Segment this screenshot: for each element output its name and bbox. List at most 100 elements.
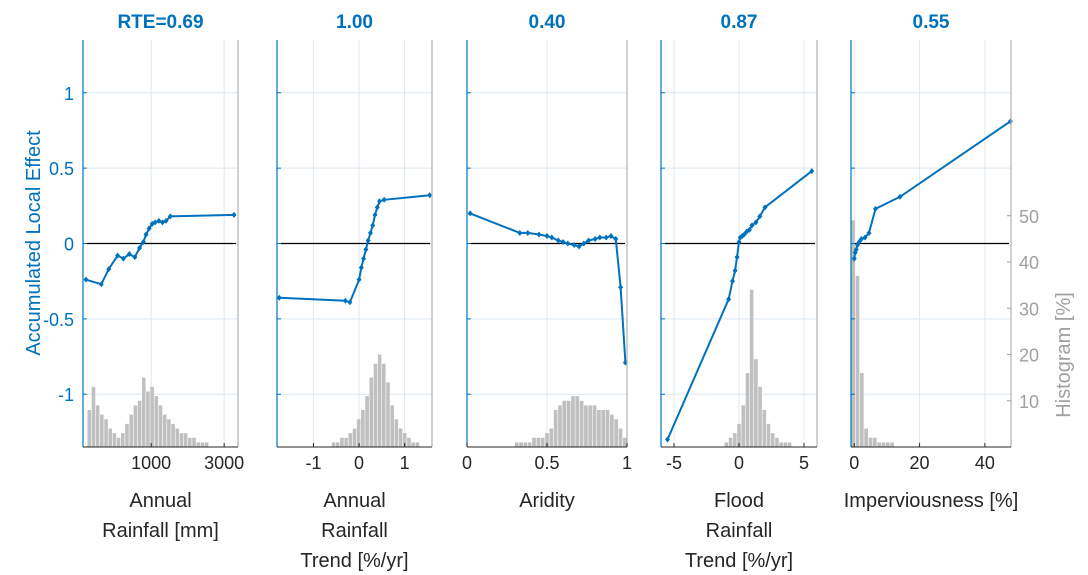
histogram-bar [787,442,792,447]
histogram-bar [754,359,758,447]
ale-point-marker [365,237,371,244]
x-axis-label-line: Rainfall [321,520,388,542]
ale-point-marker [356,276,362,283]
histogram-bar [859,373,864,447]
ale-point-marker [137,245,143,252]
histogram-bar [584,405,588,447]
histogram-bar [340,437,344,447]
histogram-bar [87,410,92,447]
y-tick-label: 0.5 [49,159,74,179]
x-axis-label-line: Trend [%/yr] [300,550,408,572]
ale-point-marker [544,232,550,239]
ale-series-line [853,120,1011,259]
histogram-bar [519,442,523,447]
histogram-bar [146,391,150,447]
histogram-bar [770,433,775,447]
histogram-bar [91,386,96,447]
chart-panel-1: -1 -0.5 0 0.5 1 1000 3000 RTE=0.69 Annual Rainfal… [43,12,244,542]
histogram-bar [154,396,159,447]
histogram-bar [614,419,619,447]
histogram-bar [601,410,606,447]
ale-point-marker [120,255,126,262]
histogram-bar [855,275,860,447]
ale-point-marker [374,204,380,211]
ale-series-line [279,194,430,304]
histogram-bar [116,437,121,447]
ale-point-marker [665,436,670,443]
left-y-axis-label: Accumulated Local Effect [23,130,45,356]
ale-point-marker [730,278,735,285]
right-y-axis-label: Histogram [%] [1053,292,1075,418]
ale-point-marker [549,234,555,241]
histogram-bar [741,405,746,447]
ale-point-marker [809,168,815,175]
ale-point-marker [757,213,763,220]
histogram-bar [766,423,771,447]
x-tick-label: 0 [354,453,364,473]
ale-point-marker [167,213,173,220]
ale-point-marker [749,222,755,229]
x-tick-label: 20 [910,453,930,473]
histogram-bar [95,405,100,447]
ale-point-marker [726,296,732,303]
histogram-bar [369,377,374,447]
histogram-bar [864,428,868,447]
histogram-bar [575,396,580,447]
histogram-bar [545,433,549,447]
histogram-bar [104,419,108,447]
ale-point-marker [106,266,112,273]
x-tick-label: 5 [799,453,809,473]
x-tick-label: -1 [305,453,321,473]
histogram-bar [179,433,184,447]
ale-point-marker [140,238,146,245]
histogram-bar [532,437,536,447]
histogram-bar [137,400,142,447]
histogram-bar [398,428,403,447]
x-axis-label-line: Rainfall [mm] [102,520,219,542]
ale-point-marker [143,231,149,238]
histogram-bar [749,289,754,447]
histogram-bar [100,414,104,447]
panel-title: 0.55 [913,12,950,33]
x-axis-label-line: Annual [323,490,385,512]
panel-title: 0.87 [721,12,758,33]
ale-point-marker [363,246,369,253]
x-axis-label-line: Flood [714,490,764,512]
ale-point-marker [115,252,121,259]
ale-point-marker [597,234,603,241]
histogram-bar [344,437,348,447]
ale-point-marker [146,225,152,232]
ale-point-marker [734,254,740,261]
y-tick-label: 1 [64,84,74,104]
histogram-bar [192,437,196,447]
x-axis-label-line: Trend [%/yr] [685,550,793,572]
chart-panel-5: 0 20 40 10 20 30 40 50 0.55 Imperviousness [%] [844,12,1039,512]
histogram-bar [348,433,353,447]
x-tick-label: 3000 [204,453,244,473]
histogram-bar [188,437,192,447]
ale-point-marker [358,264,364,271]
histogram-bar [331,442,336,447]
panel-title: RTE=0.69 [117,12,203,33]
ale-point-marker [592,235,598,242]
x-tick-label: 1 [400,453,410,473]
panel-title: 1.00 [336,12,373,33]
x-tick-label: 40 [975,453,995,473]
y2-tick-label: 50 [1019,207,1039,227]
histogram-bar [390,405,394,447]
histogram-bar [129,414,133,447]
ale-point-marker [372,211,378,218]
histogram-bar [588,405,593,447]
histogram-bar [737,423,741,447]
ale-point-marker [741,231,747,238]
y2-tick-label: 30 [1019,299,1039,319]
histogram-bar [618,428,623,447]
histogram-bar [361,410,365,447]
histogram-bar [562,400,567,447]
ale-point-marker [377,198,383,205]
histogram-bar [549,428,554,447]
histogram-bar [175,428,180,447]
histogram-bar [196,442,200,447]
histogram-bar [610,414,614,447]
histogram-bar [386,382,390,447]
